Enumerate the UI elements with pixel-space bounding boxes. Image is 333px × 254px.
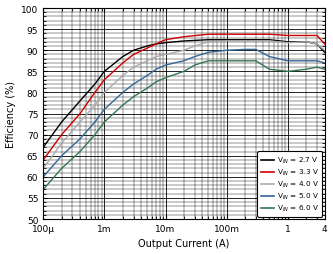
Legend: V$_{IN}$ = 2.7 V, V$_{IN}$ = 3.3 V, V$_{IN}$ = 4.0 V, V$_{IN}$ = 5.0 V, V$_{IN}$: V$_{IN}$ = 2.7 V, V$_{IN}$ = 3.3 V, V$_{… xyxy=(257,152,322,217)
Y-axis label: Efficiency (%): Efficiency (%) xyxy=(6,81,16,148)
X-axis label: Output Current (A): Output Current (A) xyxy=(138,239,230,248)
